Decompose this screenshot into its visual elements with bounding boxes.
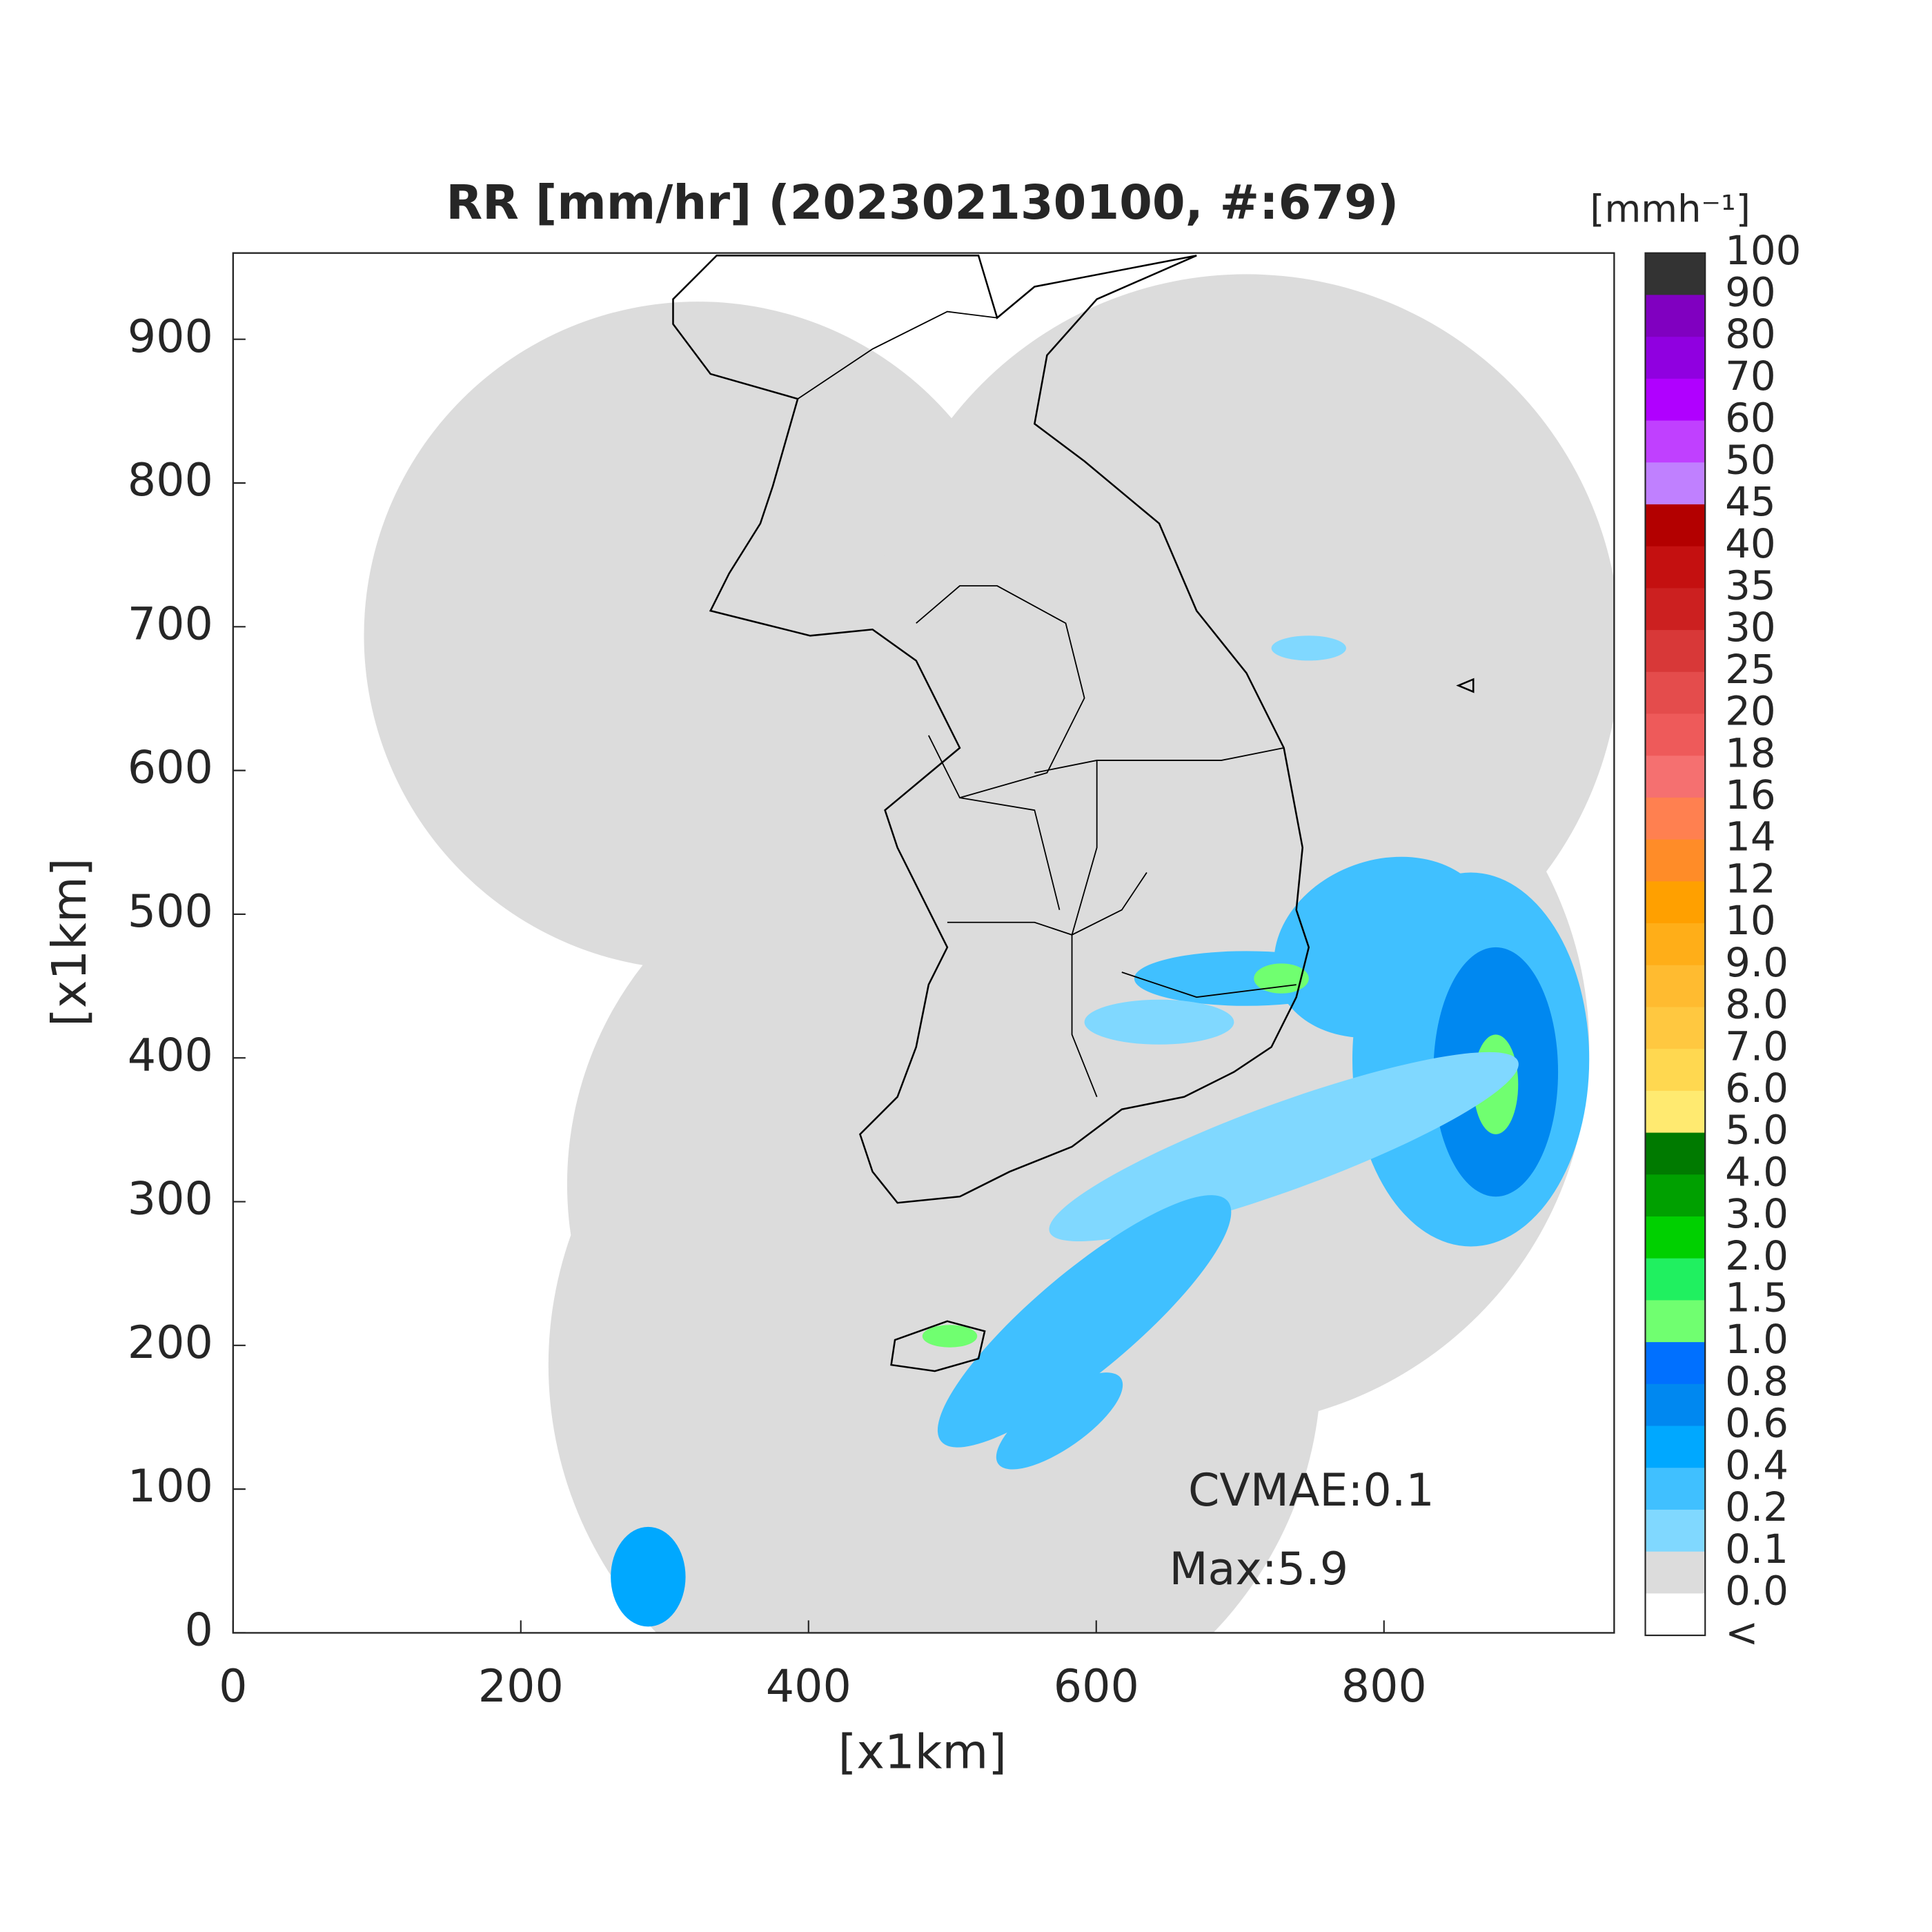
colorbar-segment xyxy=(1645,1090,1706,1134)
colorbar-label: 1.5 xyxy=(1725,1274,1788,1321)
colorbar-label: 35 xyxy=(1725,562,1776,609)
x-tick-label: 800 xyxy=(1341,1661,1427,1713)
colorbar-segment xyxy=(1645,253,1706,296)
map xyxy=(364,255,1615,1633)
colorbar-segment xyxy=(1645,1468,1706,1510)
colorbar-label: 90 xyxy=(1725,269,1776,316)
province-border xyxy=(797,310,1297,1098)
colorbar-label: 6.0 xyxy=(1725,1065,1788,1112)
colorbar-label: 100 xyxy=(1725,227,1801,274)
colorbar-segment xyxy=(1645,337,1706,379)
colorbar-segment xyxy=(1645,713,1706,757)
colorbar-frame xyxy=(1644,252,1706,1637)
colorbar-label: 0.8 xyxy=(1725,1358,1788,1405)
colorbar-label: 0.1 xyxy=(1725,1526,1788,1573)
colorbar-label: 18 xyxy=(1725,729,1776,776)
colorbar-label: 5.0 xyxy=(1725,1107,1788,1154)
colorbar-segment xyxy=(1645,462,1706,505)
colorbar-segment xyxy=(1645,1426,1706,1469)
colorbar-segment xyxy=(1645,1509,1706,1552)
chart-title: RR [mm/hr] (202302130100, #:679) xyxy=(446,175,1399,230)
colorbar-segment xyxy=(1645,1300,1706,1343)
colorbar-label: 0.2 xyxy=(1725,1483,1788,1530)
colorbar-segment xyxy=(1645,965,1706,1008)
colorbar-segment xyxy=(1645,839,1706,883)
y-tick-label: 600 xyxy=(128,742,213,794)
y-tick-label: 300 xyxy=(128,1174,213,1225)
coastline xyxy=(672,255,1475,1372)
colorbar-segment xyxy=(1645,1593,1706,1636)
colorbar-label: 10 xyxy=(1725,897,1776,944)
colorbar-segment xyxy=(1645,1049,1706,1092)
colorbar-segment xyxy=(1645,1216,1706,1259)
colorbar-label: 9.0 xyxy=(1725,939,1788,986)
annotation: CVMAE:0.1 xyxy=(1188,1465,1435,1517)
y-tick-label: 500 xyxy=(128,886,213,938)
colorbar-label: 1.0 xyxy=(1725,1316,1788,1363)
colorbar-label: 8.0 xyxy=(1725,981,1788,1028)
colorbar-label: 60 xyxy=(1725,395,1776,442)
annotation: Max:5.9 xyxy=(1169,1544,1348,1595)
colorbar-segment xyxy=(1645,923,1706,966)
colorbar-label: < xyxy=(1725,1609,1758,1656)
colorbar-segment xyxy=(1645,1383,1706,1427)
colorbar-label: 0.0 xyxy=(1725,1567,1788,1614)
colorbar-segment xyxy=(1645,1342,1706,1385)
x-tick-label: 0 xyxy=(219,1661,247,1713)
colorbar-label: 4.0 xyxy=(1725,1148,1788,1195)
colorbar-label: 16 xyxy=(1725,771,1776,818)
y-tick-label: 700 xyxy=(128,598,213,650)
y-tick-label: 100 xyxy=(128,1461,213,1512)
colorbar-label: 14 xyxy=(1725,814,1776,860)
colorbar-label: 40 xyxy=(1725,520,1776,567)
colorbar-label: 30 xyxy=(1725,604,1776,651)
colorbar-label: 25 xyxy=(1725,646,1776,693)
colorbar-segment xyxy=(1645,504,1706,547)
colorbar-segment xyxy=(1645,295,1706,338)
colorbar-segment xyxy=(1645,881,1706,924)
colorbar-segment xyxy=(1645,1551,1706,1595)
colorbar-segment xyxy=(1645,1007,1706,1050)
colorbar-label: 0.4 xyxy=(1725,1441,1788,1488)
colorbar-title: [mmh⁻¹] xyxy=(1590,188,1751,231)
y-axis-label: [x1km] xyxy=(42,858,97,1026)
colorbar-label: 50 xyxy=(1725,436,1776,483)
colorbar-label: 3.0 xyxy=(1725,1190,1788,1237)
colorbar-label: 2.0 xyxy=(1725,1232,1788,1279)
colorbar-label: 12 xyxy=(1725,855,1776,902)
colorbar-segment xyxy=(1645,420,1706,464)
colorbar-segment xyxy=(1645,1174,1706,1217)
colorbar-segment xyxy=(1645,588,1706,631)
colorbar-segment xyxy=(1645,630,1706,673)
x-axis-label: [x1km] xyxy=(838,1725,1007,1780)
colorbar-segment xyxy=(1645,797,1706,840)
colorbar-segment xyxy=(1645,1132,1706,1176)
x-tick-label: 200 xyxy=(478,1661,564,1713)
colorbar-label: 20 xyxy=(1725,688,1776,735)
colorbar-segment xyxy=(1645,756,1706,798)
y-tick-label: 200 xyxy=(128,1317,213,1369)
colorbar-label: 70 xyxy=(1725,353,1776,400)
y-tick-label: 400 xyxy=(128,1029,213,1081)
x-tick-label: 400 xyxy=(766,1661,851,1713)
precipitation xyxy=(611,635,1590,1627)
plot-frame xyxy=(232,252,1615,1634)
colorbar-segment xyxy=(1645,671,1706,715)
y-tick-label: 900 xyxy=(128,311,213,363)
y-tick-label: 800 xyxy=(128,455,213,506)
colorbar-label: 7.0 xyxy=(1725,1023,1788,1070)
x-tick-label: 600 xyxy=(1054,1661,1139,1713)
colorbar-segment xyxy=(1645,546,1706,589)
axes: 0 200 400 600 800 0 100 200 300 400 500 600 700 800 90… xyxy=(128,227,1802,1713)
colorbar-segment xyxy=(1645,1258,1706,1301)
colorbar-label: 80 xyxy=(1725,310,1776,357)
colorbar-label: 45 xyxy=(1725,478,1776,525)
y-tick-label: 0 xyxy=(185,1605,213,1657)
colorbar-segment xyxy=(1645,378,1706,422)
colorbar-label: 0.6 xyxy=(1725,1400,1788,1447)
